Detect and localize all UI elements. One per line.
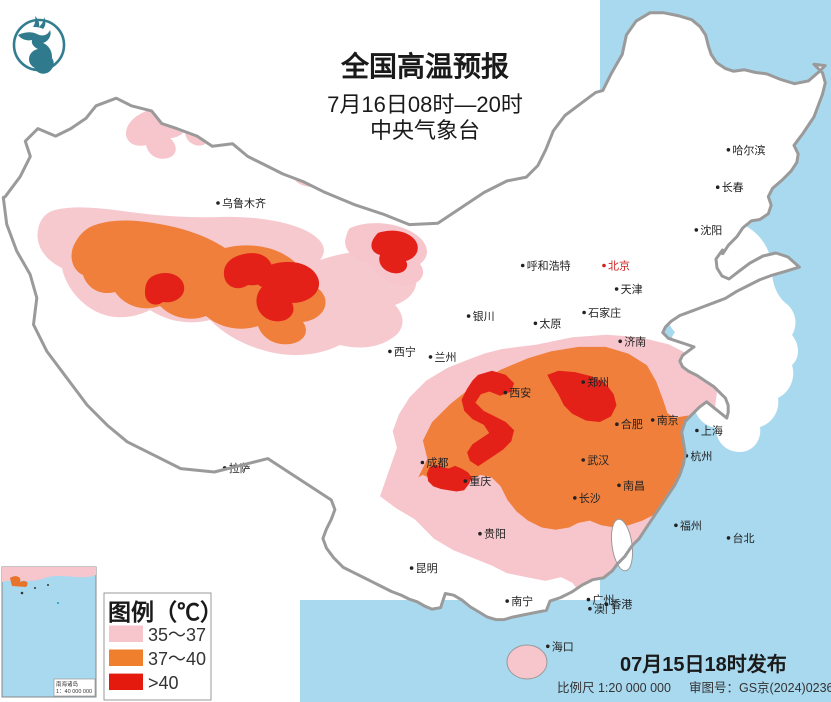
- svg-text:西宁: 西宁: [394, 344, 416, 358]
- svg-text:>40: >40: [148, 673, 179, 693]
- svg-text:长沙: 长沙: [579, 492, 601, 505]
- svg-text:武汉: 武汉: [587, 454, 609, 467]
- svg-text:长春: 长春: [722, 181, 744, 194]
- svg-text:福州: 福州: [680, 518, 702, 532]
- svg-text:乌鲁木齐: 乌鲁木齐: [222, 196, 266, 210]
- svg-text:35～37: 35～37: [148, 625, 206, 645]
- svg-text:07月15日18时发布: 07月15日18时发布: [620, 652, 787, 676]
- svg-text:7月16日08时—20时: 7月16日08时—20时: [327, 92, 523, 117]
- svg-text:天津: 天津: [621, 283, 643, 296]
- svg-text:郑州: 郑州: [587, 375, 609, 389]
- svg-text:沈阳: 沈阳: [700, 223, 722, 237]
- svg-text:兰州: 兰州: [435, 351, 457, 364]
- svg-text:香港: 香港: [610, 598, 632, 611]
- svg-text:南昌: 南昌: [623, 479, 645, 492]
- svg-text:上海: 上海: [701, 424, 723, 438]
- svg-text:杭州: 杭州: [690, 449, 712, 463]
- svg-text:全国高温预报: 全国高温预报: [340, 50, 509, 82]
- svg-text:1：40 000 000: 1：40 000 000: [56, 689, 92, 695]
- svg-text:呼和浩特: 呼和浩特: [527, 259, 571, 273]
- svg-text:北京: 北京: [608, 259, 630, 273]
- svg-text:南京: 南京: [657, 413, 679, 427]
- svg-text:济南: 济南: [624, 334, 646, 348]
- svg-text:南海诸岛: 南海诸岛: [56, 680, 79, 688]
- svg-text:石家庄: 石家庄: [588, 306, 621, 320]
- svg-text:南宁: 南宁: [511, 594, 533, 608]
- svg-text:重庆: 重庆: [469, 474, 491, 488]
- svg-text:中央气象台: 中央气象台: [370, 118, 480, 143]
- svg-text:成都: 成都: [426, 457, 448, 470]
- svg-text:37～40: 37～40: [148, 649, 206, 669]
- svg-text:昆明: 昆明: [416, 562, 438, 575]
- svg-text:银川: 银川: [473, 309, 495, 323]
- svg-text:太原: 太原: [539, 317, 561, 330]
- svg-text:审图号：GS京(2024)0236号: 审图号：GS京(2024)0236号: [689, 680, 831, 695]
- svg-text:比例尺 1:20 000 000: 比例尺 1:20 000 000: [557, 681, 671, 695]
- svg-text:合肥: 合肥: [621, 417, 643, 431]
- svg-text:哈尔滨: 哈尔滨: [732, 143, 765, 157]
- svg-text:海口: 海口: [552, 639, 574, 653]
- svg-text:台北: 台北: [733, 531, 755, 545]
- svg-text:西安: 西安: [509, 386, 531, 400]
- svg-text:贵阳: 贵阳: [484, 528, 506, 541]
- svg-text:图例（℃）: 图例（℃）: [108, 599, 223, 625]
